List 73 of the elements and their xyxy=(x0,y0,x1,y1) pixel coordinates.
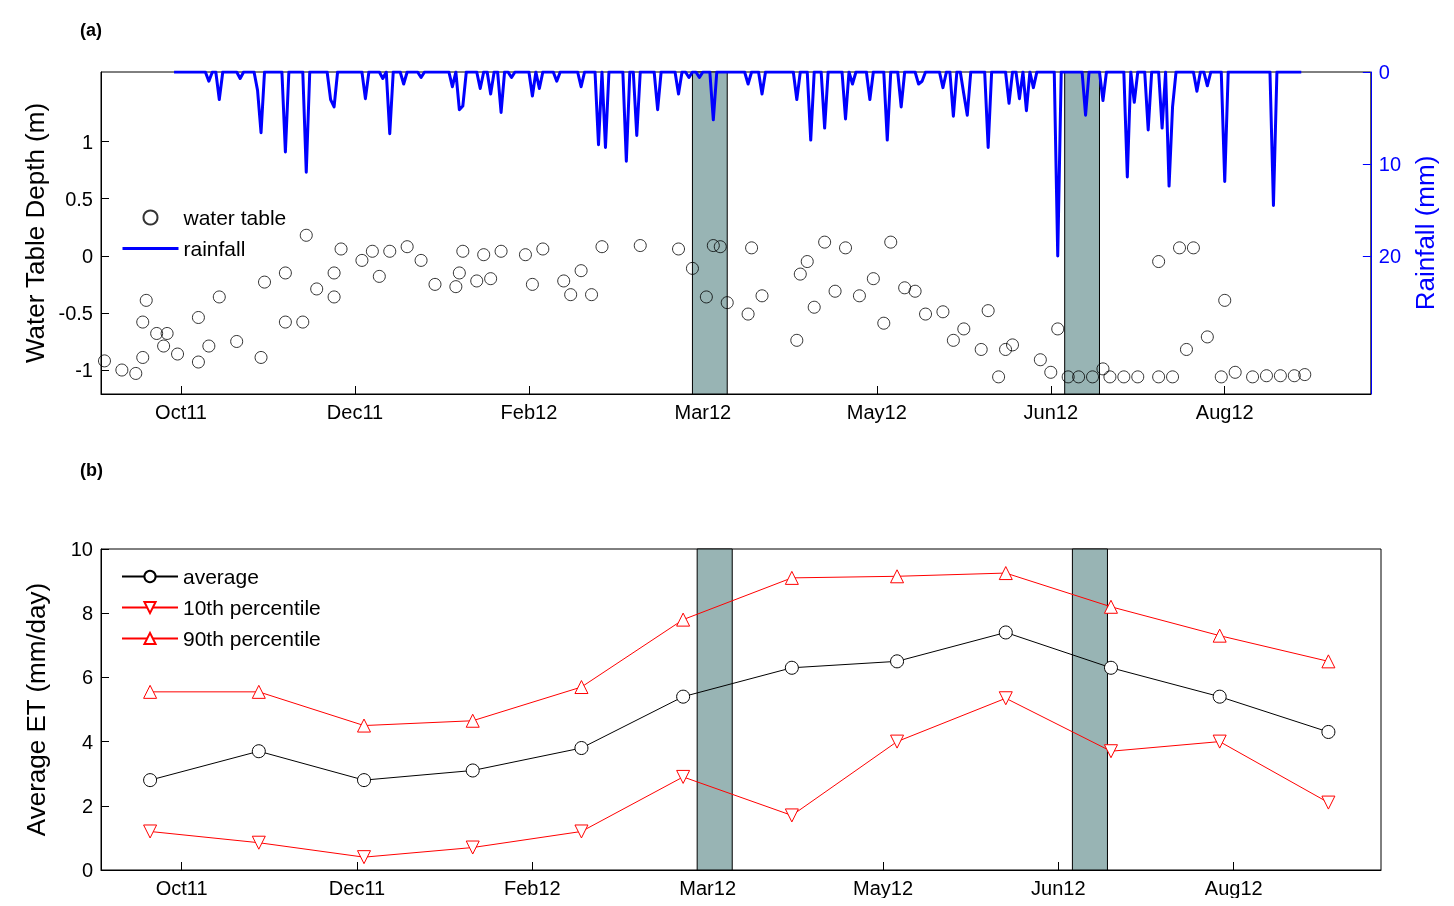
y-tick-label: 0.5 xyxy=(65,187,93,210)
point xyxy=(676,612,691,627)
chart-title: (a) xyxy=(80,20,102,40)
x-tick-label: Aug12 xyxy=(1195,401,1254,423)
legend-label: 10th percentile xyxy=(183,596,321,619)
y-tick-label: 0 xyxy=(81,244,93,267)
y-tick-label: 1 xyxy=(81,130,93,153)
y2-axis-title: Rainfall (mm) xyxy=(1410,155,1440,311)
x-tick-label: Oct11 xyxy=(155,401,207,423)
line-series xyxy=(172,70,1303,258)
point xyxy=(1103,660,1118,675)
x-tick-label: Mar12 xyxy=(674,401,732,423)
point xyxy=(784,570,799,585)
point xyxy=(1103,744,1118,759)
point xyxy=(890,734,905,749)
point xyxy=(1321,724,1336,739)
x-tick-label: Mar12 xyxy=(679,877,737,899)
point xyxy=(574,824,589,839)
x-tick-label: Feb12 xyxy=(500,401,558,423)
y-tick-label: 2 xyxy=(81,794,93,817)
point xyxy=(465,713,480,728)
point xyxy=(1212,734,1227,749)
point xyxy=(574,741,589,756)
point xyxy=(1103,599,1118,614)
point xyxy=(143,684,158,699)
point xyxy=(251,684,266,699)
x-tick-label: Jun12 xyxy=(1023,401,1079,423)
point xyxy=(574,680,589,695)
x-tick-label: May12 xyxy=(846,401,907,423)
point xyxy=(143,773,158,788)
point xyxy=(998,691,1013,706)
y-tick-label: -1 xyxy=(75,359,93,382)
chart-title: (b) xyxy=(80,460,103,480)
point xyxy=(465,763,480,778)
legend-label: average xyxy=(183,565,259,588)
point xyxy=(357,718,372,733)
point xyxy=(784,808,799,823)
point xyxy=(998,625,1013,640)
legend-label: rainfall xyxy=(183,237,246,260)
point xyxy=(1212,689,1227,704)
y-tick-label: 6 xyxy=(81,666,93,689)
point xyxy=(357,773,372,788)
legend-label: 90th percentile xyxy=(183,627,321,650)
y-tick-label: 4 xyxy=(81,730,93,753)
y-axis-title: Water Table Depth (m) xyxy=(19,102,50,364)
y-tick-label: -0.5 xyxy=(58,301,93,324)
y-axis-title: Average ET (mm/day) xyxy=(21,582,51,837)
y-tick-label: 0 xyxy=(81,859,93,881)
y-tick-label: 10 xyxy=(70,538,93,560)
y2-tick-label: 0 xyxy=(1378,61,1390,83)
point xyxy=(465,840,480,855)
point xyxy=(784,660,799,675)
point xyxy=(251,744,266,759)
x-tick-label: Oct11 xyxy=(155,877,208,899)
point xyxy=(1212,628,1227,643)
point xyxy=(998,566,1013,581)
point xyxy=(143,824,158,839)
point xyxy=(890,569,905,584)
y2-tick-label: 20 xyxy=(1378,245,1402,267)
x-tick-label: Feb12 xyxy=(503,877,561,899)
point xyxy=(676,769,691,784)
point xyxy=(251,835,266,850)
point xyxy=(1321,654,1336,669)
legend-label: water table xyxy=(182,206,287,229)
point xyxy=(357,850,372,865)
point xyxy=(1321,795,1336,810)
x-tick-label: Jun12 xyxy=(1031,877,1086,899)
point xyxy=(890,654,905,669)
y-tick-label: 8 xyxy=(81,602,93,625)
x-tick-label: Dec11 xyxy=(328,877,386,899)
point xyxy=(676,689,691,704)
x-tick-label: Dec11 xyxy=(326,401,384,423)
y2-tick-label: 10 xyxy=(1378,153,1402,175)
